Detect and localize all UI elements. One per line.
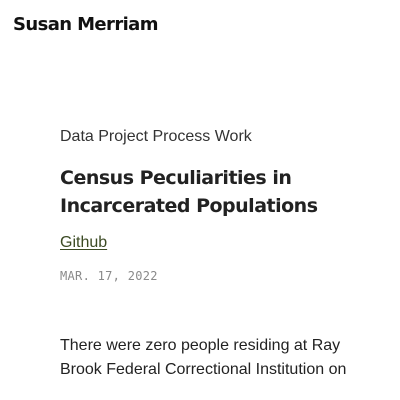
- github-link[interactable]: Github: [60, 234, 108, 251]
- post-title: Census Peculiarities in Incarcerated Pop…: [60, 167, 318, 217]
- article-body-paragraph: There were zero people residing at Ray B…: [60, 337, 347, 378]
- article: Data Project Process Work Census Peculia…: [60, 126, 360, 382]
- post-category: Data Project Process Work: [60, 128, 252, 145]
- site-title-link[interactable]: Susan Merriam: [13, 14, 158, 35]
- post-date: MAR. 17, 2022: [60, 269, 158, 283]
